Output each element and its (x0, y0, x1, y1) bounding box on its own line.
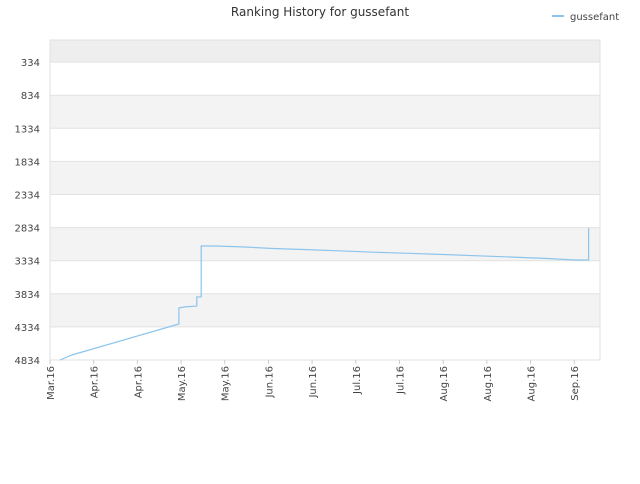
x-tick-label: Jul.16 (352, 366, 363, 395)
y-tick-label: 334 (21, 58, 40, 69)
y-tick-label: 1834 (15, 157, 40, 168)
band (50, 161, 600, 195)
band (50, 293, 600, 327)
y-tick-label: 2334 (15, 191, 40, 202)
legend-label: gussefant (570, 12, 619, 23)
band (50, 40, 600, 63)
x-tick-label: Jun.16 (308, 366, 319, 399)
band (50, 227, 600, 261)
y-tick-label: 3334 (15, 257, 40, 268)
band (50, 95, 600, 129)
x-tick-label: Jul.16 (395, 366, 406, 395)
y-tick-label: 834 (21, 91, 40, 102)
y-tick-label: 1334 (15, 124, 40, 135)
x-tick-label: Aug.16 (483, 366, 494, 401)
series-line (59, 228, 590, 361)
x-tick-label: Aug.16 (527, 366, 538, 401)
x-tick-label: Mar.16 (46, 366, 57, 400)
x-tick-label: Apr.16 (133, 366, 144, 398)
y-tick-label: 4334 (15, 323, 40, 334)
x-tick-label: May.16 (177, 366, 188, 401)
y-tick-label: 3834 (15, 290, 40, 301)
x-tick-label: Jun.16 (264, 366, 275, 399)
chart-title: Ranking History for gussefant (231, 5, 409, 19)
x-tick-label: Aug.16 (439, 366, 450, 401)
x-tick-label: Sep.16 (570, 366, 581, 401)
y-tick-label: 2834 (15, 224, 40, 235)
x-tick-label: Apr.16 (90, 366, 101, 398)
x-tick-label: May.16 (221, 366, 232, 401)
y-tick-label: 4834 (15, 356, 40, 367)
